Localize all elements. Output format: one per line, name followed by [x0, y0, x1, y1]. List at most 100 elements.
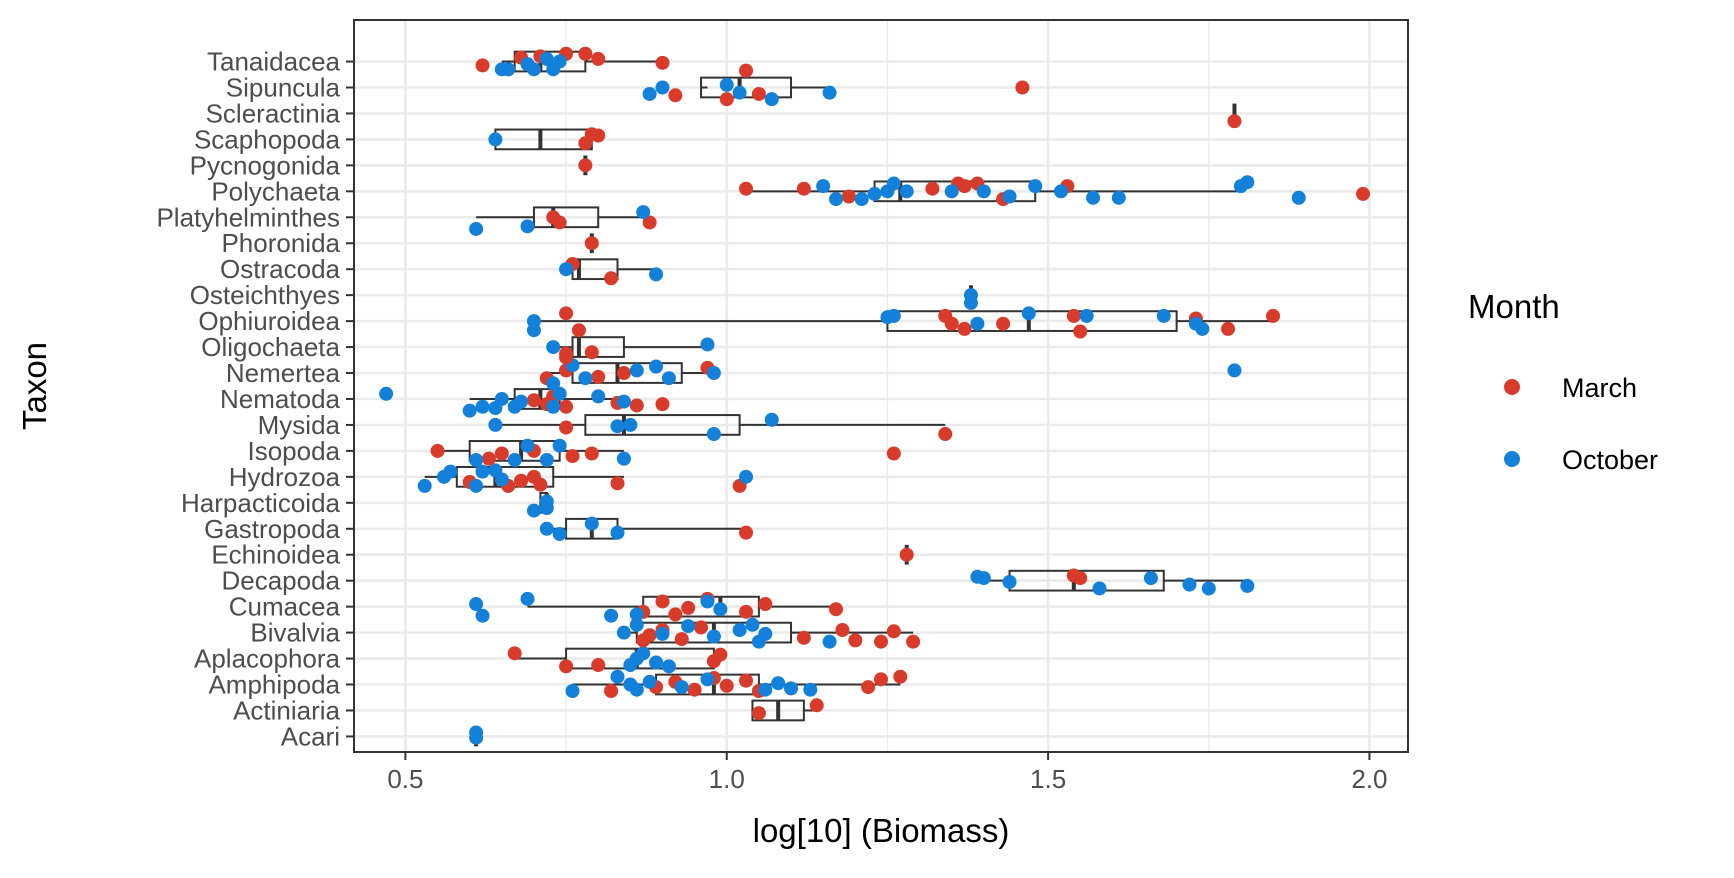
y-tick-label-scaphopoda: Scaphopoda [194, 124, 341, 154]
y-tick-label-nematoda: Nematoda [220, 384, 340, 414]
point-bivalvia-october [681, 619, 696, 634]
point-isopoda-march [430, 443, 445, 458]
point-nematoda-march [629, 398, 644, 413]
point-amphipoda-october [803, 682, 818, 697]
point-ostracoda-october [559, 262, 574, 277]
point-platyhelminthes-october [469, 221, 484, 236]
point-nematoda-october [552, 386, 567, 401]
y-tick-label-isopoda: Isopoda [247, 436, 340, 466]
y-axis-title: Taxon [16, 342, 53, 430]
point-mysida-october [488, 417, 503, 432]
point-isopoda-october [616, 451, 631, 466]
point-hydrozoa-march [533, 477, 548, 492]
y-tick-label-polychaeta: Polychaeta [211, 176, 340, 206]
y-tick-label-ophiuroidea: Ophiuroidea [198, 306, 340, 336]
point-tanaidacea-march [739, 63, 754, 78]
point-isopoda-october [552, 438, 567, 453]
point-decapoda-october [1182, 577, 1197, 592]
point-harpacticoida-october [539, 494, 554, 509]
box-iqr [700, 76, 793, 99]
point-ophiuroidea-march [996, 316, 1011, 331]
point-nemertea-october [1227, 363, 1242, 378]
point-cumacea-october [604, 608, 619, 623]
box-oligochaeta [553, 336, 714, 358]
point-polychaeta-march [739, 181, 754, 196]
point-nemertea-october [546, 376, 561, 391]
point-amphipoda-october [610, 669, 625, 684]
point-gastropoda-october [552, 526, 567, 541]
point-sipuncula-october [719, 77, 734, 92]
y-tick-label-actiniaria: Actiniaria [233, 695, 340, 725]
point-oligochaeta-october [700, 337, 715, 352]
point-mysida-october [764, 412, 779, 427]
point-hydrozoa-october [475, 464, 490, 479]
point-nematoda-october [379, 386, 394, 401]
point-ophiuroidea-october [1079, 308, 1094, 323]
point-polychaeta-march [957, 179, 972, 194]
point-nematoda-march [526, 393, 541, 408]
point-polychaeta-october [854, 192, 869, 207]
point-sipuncula-march [668, 88, 683, 103]
point-hydrozoa-october [494, 472, 509, 487]
y-tick-label-harpacticoida: Harpacticoida [181, 488, 341, 518]
y-tick-label-cumacea: Cumacea [229, 592, 341, 622]
y-axis: AcariActiniariaAmphipodaAplacophoraBival… [156, 47, 354, 751]
point-cumacea-march [681, 600, 696, 615]
point-platyhelminthes-march [552, 215, 567, 230]
point-mysida-october [706, 427, 721, 442]
point-tanaidacea-march [578, 46, 593, 61]
point-bivalvia-october [822, 634, 837, 649]
point-ophiuroidea-october [1021, 306, 1036, 321]
legend-key-march [1504, 379, 1520, 395]
point-tanaidacea-march [591, 51, 606, 66]
point-polychaeta-october [1053, 184, 1068, 199]
point-ophiuroidea-october [970, 316, 985, 331]
point-cumacea-october [469, 597, 484, 612]
point-gastropoda-october [584, 516, 599, 531]
point-cumacea-march [758, 597, 773, 612]
point-decapoda-october [1143, 571, 1158, 586]
point-amphipoda-october [642, 674, 657, 689]
point-polychaeta-october [1086, 190, 1101, 205]
point-tanaidacea-october [526, 62, 541, 77]
point-cumacea-march [668, 607, 683, 622]
point-gastropoda-march [739, 525, 754, 540]
point-cumacea-october [713, 602, 728, 617]
point-isopoda-march [886, 446, 901, 461]
y-tick-label-sipuncula: Sipuncula [226, 72, 341, 102]
point-sipuncula-october [642, 86, 657, 101]
point-hydrozoa-october [443, 464, 458, 479]
y-tick-label-tanaidacea: Tanaidacea [207, 47, 341, 77]
box-iqr [584, 414, 741, 436]
point-cumacea-october [520, 591, 535, 606]
point-mysida-march [938, 427, 953, 442]
point-cumacea-october [629, 607, 644, 622]
point-bivalvia-march [906, 634, 921, 649]
point-bivalvia-october [745, 617, 760, 632]
point-amphipoda-march [861, 680, 876, 695]
legend-key-october [1504, 451, 1520, 467]
point-amphipoda-october [758, 682, 773, 697]
point-nemertea-october [578, 371, 593, 386]
point-nemertea-march [616, 366, 631, 381]
point-ophiuroidea-march [1221, 321, 1236, 336]
point-nemertea-october [706, 366, 721, 381]
point-tanaidacea-october [539, 51, 554, 66]
point-ophiuroidea-march [559, 306, 574, 321]
point-aplacophora-march [713, 647, 728, 662]
point-bivalvia-october [758, 626, 773, 641]
point-amphipoda-october [629, 682, 644, 697]
point-polychaeta-october [899, 184, 914, 199]
point-bivalvia-october [616, 625, 631, 640]
point-nemertea-march [591, 369, 606, 384]
point-aplacophora-october [636, 646, 651, 661]
point-bivalvia-march [848, 633, 863, 648]
point-nematoda-march [655, 397, 670, 412]
point-bivalvia-march [674, 632, 689, 647]
legend-label-october: October [1562, 445, 1658, 475]
point-bivalvia-march [835, 623, 850, 637]
panel-border [353, 19, 1409, 753]
point-nematoda-october [475, 399, 490, 414]
point-aplacophora-march [559, 659, 574, 674]
